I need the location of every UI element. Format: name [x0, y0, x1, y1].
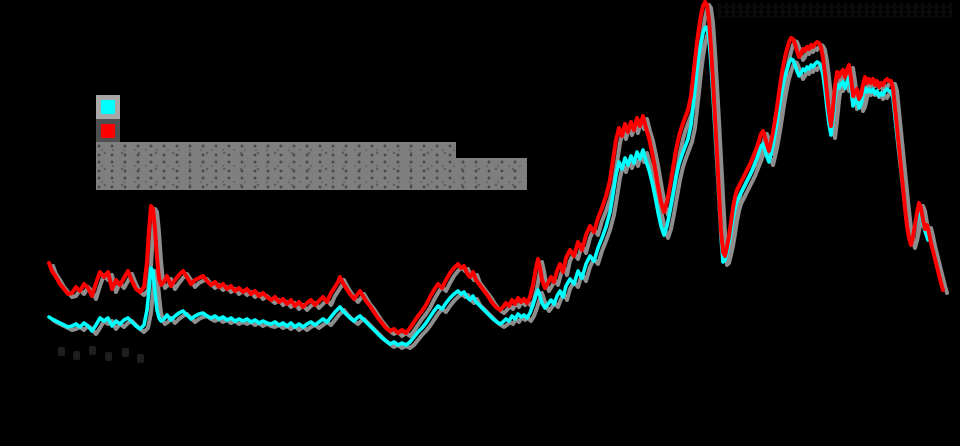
red-swatch-fill	[101, 124, 115, 138]
caption-text-block-line-1	[96, 142, 456, 158]
faint-axis-label	[73, 351, 80, 360]
legend-swatch-red	[96, 119, 120, 143]
faint-axis-label	[105, 352, 112, 361]
legend-swatch-cyan	[96, 95, 120, 119]
caption-text-block-line-3	[96, 174, 527, 190]
faint-title-text	[718, 3, 952, 18]
faint-axis-label	[89, 346, 96, 355]
faint-axis-label	[58, 347, 65, 356]
cyan-swatch-fill	[101, 100, 115, 114]
caption-text-block-line-2	[96, 158, 527, 174]
red-line-series	[47, 0, 945, 335]
faint-axis-label	[122, 348, 129, 357]
faint-axis-label	[137, 354, 144, 363]
